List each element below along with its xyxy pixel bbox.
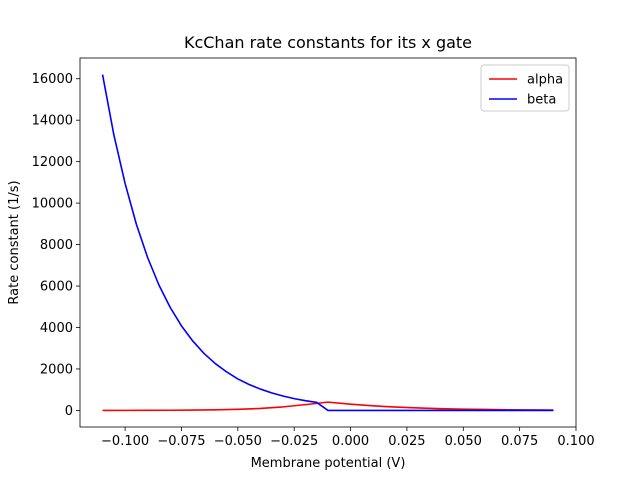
- x-tick-label: −0.050: [214, 434, 262, 449]
- y-tick-label: 6000: [40, 280, 73, 295]
- y-tick-label: 2000: [40, 362, 73, 377]
- plot-frame: [79, 57, 577, 428]
- x-tick-label: 0.050: [445, 434, 482, 449]
- chart-title: KcChan rate constants for its x gate: [184, 33, 472, 52]
- series-line-alpha: [102, 401, 554, 412]
- y-tick-label: 14000: [32, 114, 73, 129]
- x-tick-label: 0.100: [557, 434, 594, 449]
- y-axis-label: Rate constant (1/s): [7, 180, 22, 304]
- x-tick-label: −0.075: [157, 434, 205, 449]
- x-tick-label: −0.100: [101, 434, 149, 449]
- y-tick-label: 0: [65, 404, 73, 419]
- x-tick-label: 0.075: [501, 434, 538, 449]
- y-tick-label: 16000: [32, 72, 73, 87]
- x-tick-label: 0.025: [388, 434, 425, 449]
- series-line-beta: [101, 74, 554, 412]
- y-tick-label: 12000: [32, 155, 73, 170]
- x-axis-label: Membrane potential (V): [251, 456, 406, 471]
- x-tick-label: −0.025: [270, 434, 318, 449]
- legend-label-beta: beta: [527, 93, 556, 108]
- plot-area: −0.100 −0.075 −0.050 −0.025 0.000 0.025 0.050 0…: [32, 57, 595, 449]
- y-tick-label: 10000: [32, 197, 73, 212]
- y-tick-label: 4000: [40, 321, 73, 336]
- y-tick-label: 8000: [40, 238, 73, 253]
- x-tick-label: 0.000: [332, 434, 369, 449]
- legend-label-alpha: alpha: [527, 73, 563, 88]
- legend: alpha beta: [480, 64, 570, 112]
